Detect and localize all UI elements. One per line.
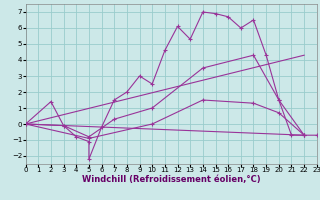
X-axis label: Windchill (Refroidissement éolien,°C): Windchill (Refroidissement éolien,°C) [82, 175, 260, 184]
